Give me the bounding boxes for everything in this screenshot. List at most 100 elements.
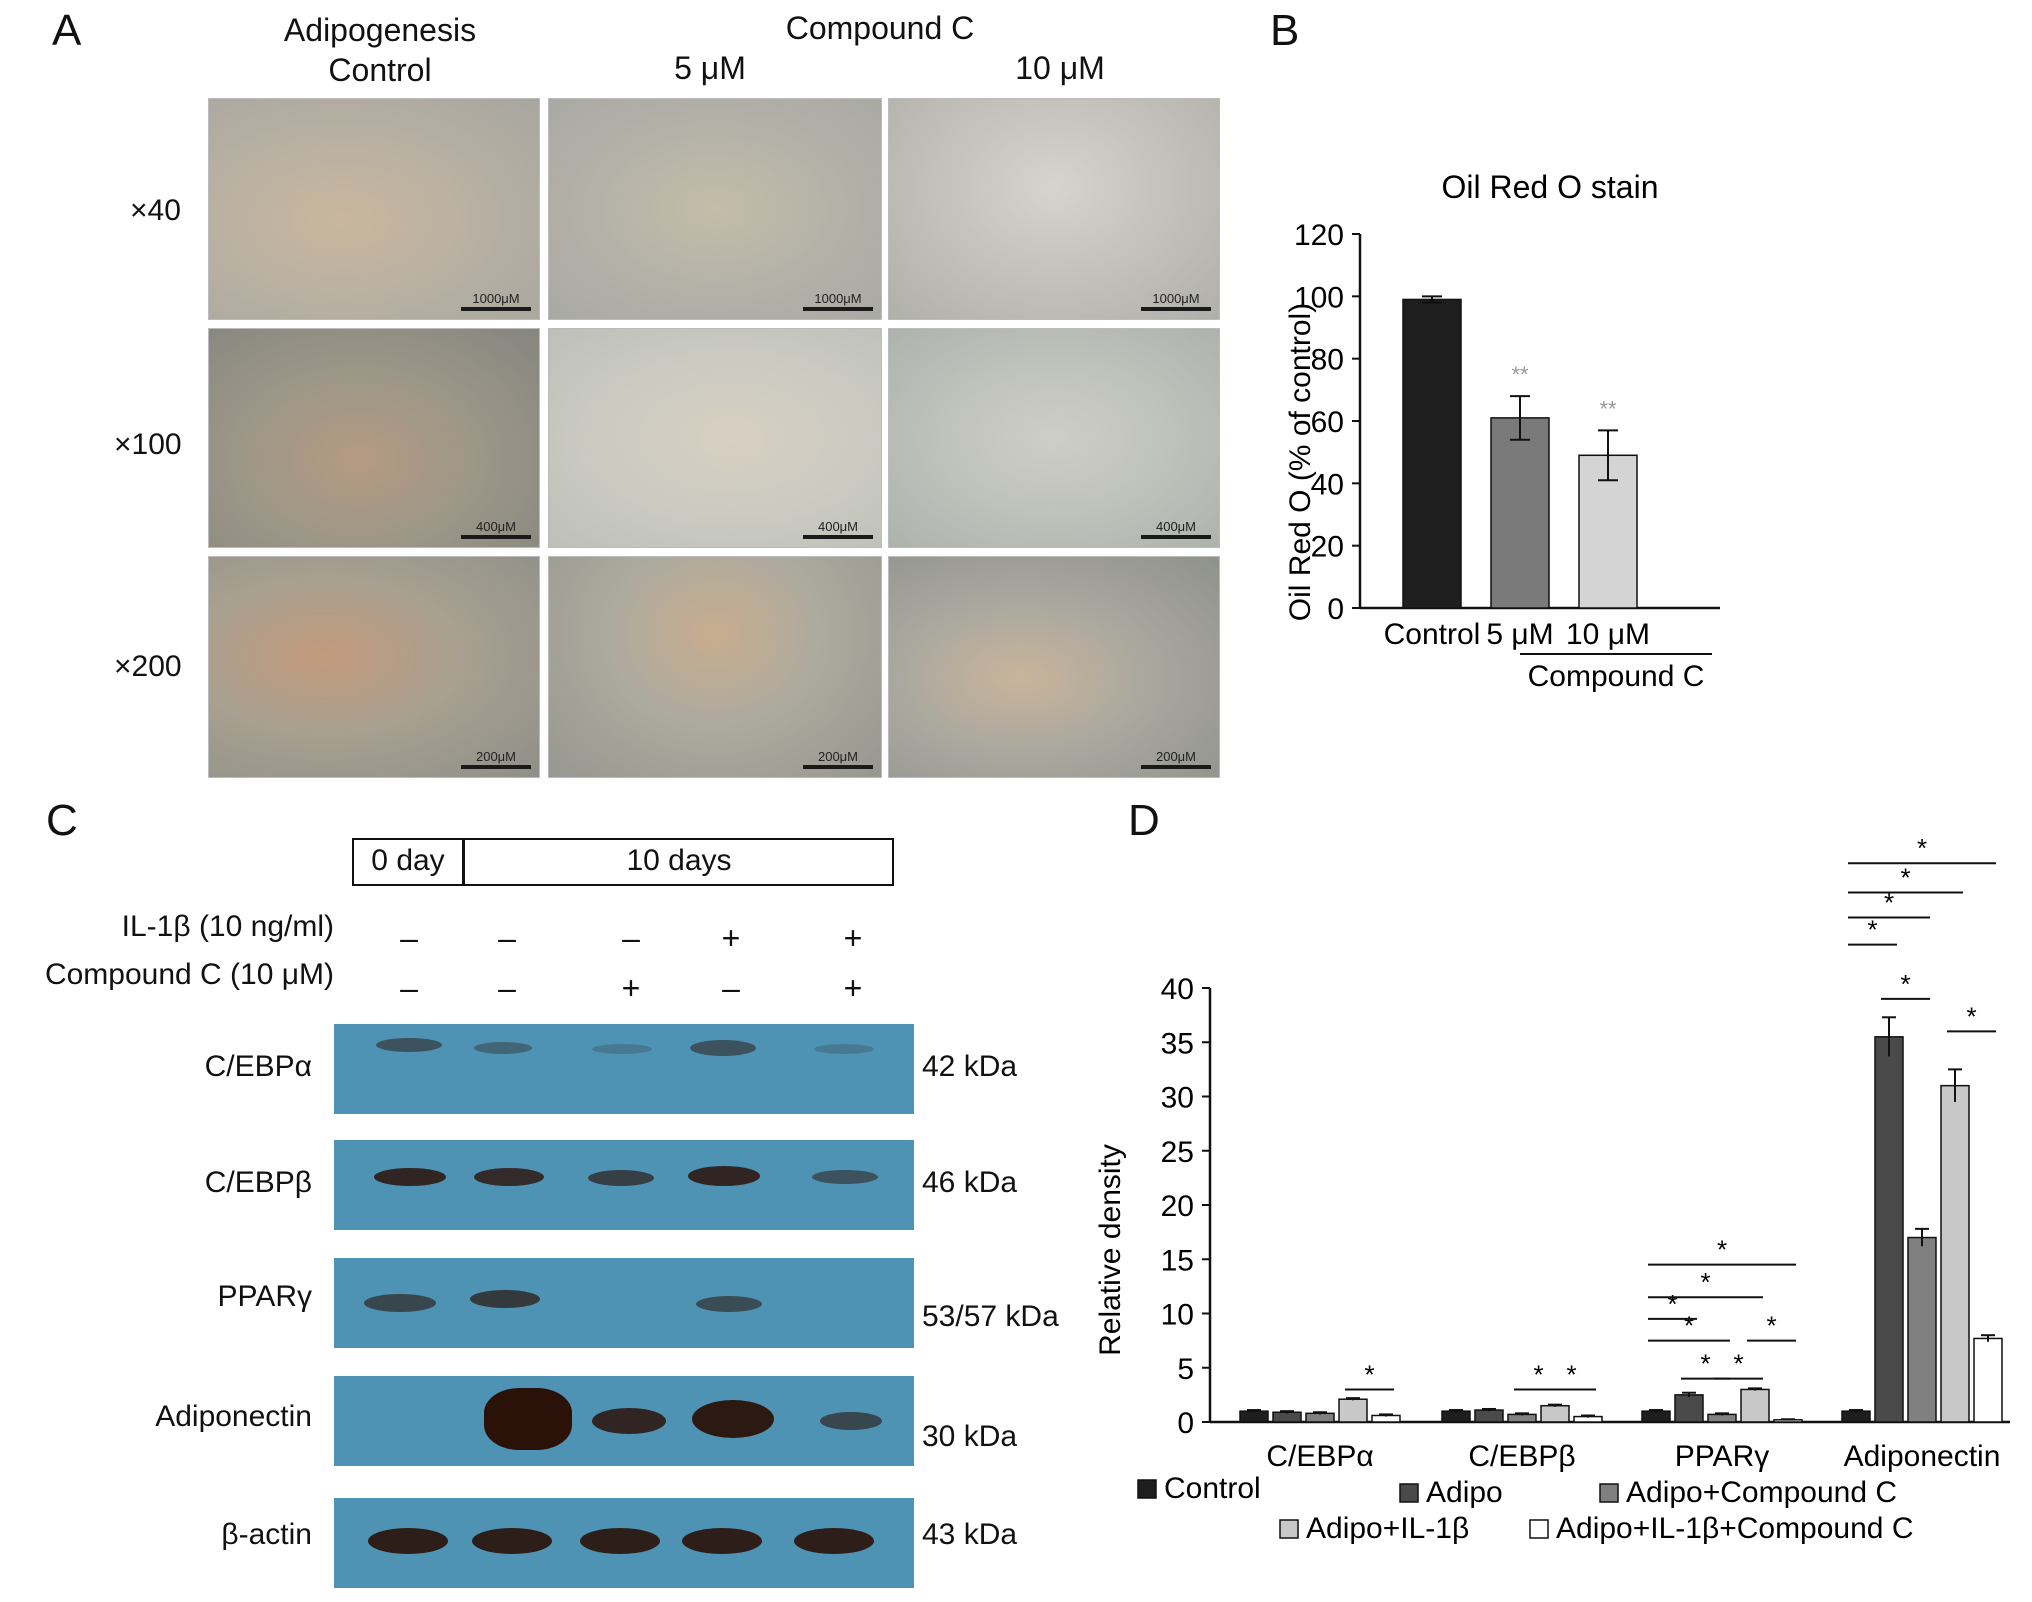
y-tick-label: 40 [1161,973,1194,1006]
micrograph-10um-x40: 1000μM [888,98,1220,320]
blot-band [374,1168,446,1186]
bar [1874,1036,1904,1423]
significance-mark: * [1717,1235,1727,1265]
y-tick-label: 60 [1311,406,1344,439]
significance-mark: * [1766,1311,1776,1341]
legend-label: Adipo [1426,1476,1503,1509]
significance-mark: ** [1511,362,1529,387]
scale-bar: 1000μM [803,291,873,311]
y-tick-label: 40 [1311,468,1344,501]
sign-compc-lane2: – [498,970,516,1006]
bar [1740,1388,1770,1423]
panel-label-a: A [52,6,82,55]
significance-mark: * [1900,969,1910,999]
blot-band [484,1388,572,1450]
row-label-x40: ×40 [130,194,181,227]
bar [1973,1337,2003,1423]
sign-compc-lane3: + [621,970,641,1006]
blot-band [580,1528,660,1554]
significance-mark: * [1733,1349,1743,1379]
legend-label: Adipo+IL-1β [1306,1512,1469,1545]
bar [1907,1236,1937,1423]
blot-band [470,1290,540,1308]
blot-adiponectin [334,1376,914,1466]
micrograph-control-x100: 400μM [208,328,540,548]
bar [1540,1404,1570,1423]
legend-swatch [1137,1479,1157,1499]
chart-b-x-ticks: Control 5 μM 10 μM [1384,618,1650,651]
chart-d-significance: * * *** *********** [1345,833,1996,1391]
blot-band [682,1528,762,1554]
bar [1940,1084,1970,1423]
x-tick-label: 10 μM [1566,618,1650,651]
y-tick-label: 20 [1311,531,1344,564]
chart-d-y-ticks: 0 5 10 15 20 25 30 35 40 [1161,973,1210,1440]
significance-mark: ** [1599,396,1617,421]
y-tick-label: 5 [1177,1353,1194,1386]
blot-band [688,1166,760,1186]
blot-band [814,1044,874,1054]
scale-bar: 200μM [803,749,873,769]
sign-il1b-lane2: – [498,920,516,956]
scale-bar: 200μM [461,749,531,769]
legend-swatch [1529,1519,1549,1539]
micrograph-5um-x200: 200μM [548,556,882,778]
legend-swatch [1599,1483,1619,1503]
blot-kda-cebpb: 46 kDa [922,1166,1018,1199]
significance-mark: * [1700,1267,1710,1297]
sign-compc-lane5: + [843,970,863,1006]
significance-mark: * [1900,863,1910,893]
panel-label-c: C [46,796,78,845]
y-tick-label: 35 [1161,1027,1194,1060]
sign-compc-lane4: – [722,970,740,1006]
blot-kda-adiponectin: 30 kDa [922,1420,1018,1453]
y-tick-label: 25 [1161,1136,1194,1169]
blot-band [376,1038,442,1052]
blot-kda-cebpa: 42 kDa [922,1050,1018,1083]
scale-bar: 400μM [1141,519,1211,539]
sign-il1b-lane1: – [400,920,418,956]
chart-b-title: Oil Red O stain [1442,169,1659,205]
micrograph-control-x40: 1000μM [208,98,540,320]
significance-mark: * [1667,1289,1677,1319]
chart-b-bars: ** ** [1402,295,1638,609]
sign-il1b-lane5: + [843,920,863,956]
bar [1338,1398,1368,1423]
y-tick-label: 100 [1294,281,1344,314]
blot-actin [334,1498,914,1588]
legend-swatch [1399,1483,1419,1503]
sign-il1b-lane3: – [622,920,640,956]
bar [1402,298,1462,609]
legend-label: Adipo+IL-1β+Compound C [1556,1512,1913,1545]
column-header-compound-c: Compound C [785,10,975,46]
row-label-x200: ×200 [114,650,182,683]
bar [1474,1409,1504,1423]
y-tick-label: 0 [1177,1407,1194,1440]
x-tick-label: PPARγ [1675,1440,1769,1473]
micrograph-control-x200: 200μM [208,556,540,778]
blot-kda-pparg: 53/57 kDa [922,1300,1059,1333]
y-tick-label: 15 [1161,1244,1194,1277]
bar [1490,417,1550,609]
blot-band [812,1170,878,1184]
blot-band [820,1412,882,1430]
blot-band [794,1528,874,1554]
bar [1841,1410,1871,1423]
bar [1272,1411,1302,1423]
chart-oil-red-o: Oil Red O stain Oil Red O (% of control)… [1284,169,1720,693]
significance-mark: * [1566,1359,1576,1389]
blot-label-pparg: PPARγ [217,1280,312,1313]
bar [1305,1412,1335,1423]
chart-d-legend: Control Adipo Adipo+Compound C Adipo+IL-1β A… [1137,1472,1913,1545]
scale-bar: 1000μM [1141,291,1211,311]
chart-d-x-ticks: C/EBPα C/EBPβ PPARγ Adiponectin [1266,1440,2000,1473]
blot-kda-actin: 43 kDa [922,1518,1018,1551]
scale-bar: 400μM [461,519,531,539]
blot-band [474,1042,532,1054]
timeline-end: 10 days [626,844,732,877]
significance-mark: * [1966,1001,1976,1031]
blot-band [474,1168,544,1186]
blot-band [592,1408,666,1434]
y-tick-label: 30 [1161,1082,1194,1115]
legend-label: Control [1164,1472,1261,1505]
